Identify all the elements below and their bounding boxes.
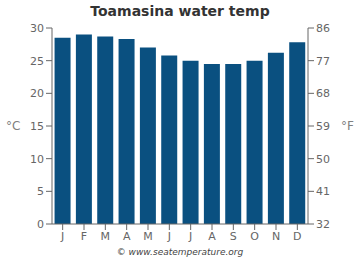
- svg-text:50: 50: [316, 153, 330, 166]
- svg-text:F: F: [81, 230, 87, 243]
- svg-text:N: N: [272, 230, 280, 243]
- svg-text:59: 59: [316, 120, 330, 133]
- svg-text:0: 0: [37, 218, 44, 231]
- svg-text:32: 32: [316, 218, 330, 231]
- svg-text:J: J: [188, 230, 192, 243]
- svg-text:77: 77: [316, 55, 330, 68]
- svg-text:O: O: [250, 230, 259, 243]
- svg-text:S: S: [230, 230, 237, 243]
- svg-text:10: 10: [30, 153, 44, 166]
- svg-text:15: 15: [30, 120, 44, 133]
- svg-text:M: M: [143, 230, 153, 243]
- svg-text:A: A: [123, 230, 131, 243]
- svg-text:86: 86: [316, 22, 330, 35]
- svg-text:68: 68: [316, 87, 330, 100]
- html-text:© www.seatemperature.org: © www.seatemperature.org: [116, 247, 244, 257]
- svg-text:5: 5: [37, 185, 44, 198]
- svg-text:A: A: [208, 230, 216, 243]
- html-text:Toamasina water temp: Toamasina water temp: [90, 3, 270, 19]
- svg-text:°F: °F: [341, 119, 352, 133]
- svg-text:°C: °C: [8, 119, 20, 133]
- svg-text:J: J: [167, 230, 171, 243]
- svg-text:30: 30: [30, 22, 44, 35]
- svg-text:D: D: [293, 230, 301, 243]
- svg-text:20: 20: [30, 87, 44, 100]
- svg-text:M: M: [101, 230, 111, 243]
- svg-text:J: J: [60, 230, 64, 243]
- svg-text:25: 25: [30, 55, 44, 68]
- svg-text:41: 41: [316, 185, 330, 198]
